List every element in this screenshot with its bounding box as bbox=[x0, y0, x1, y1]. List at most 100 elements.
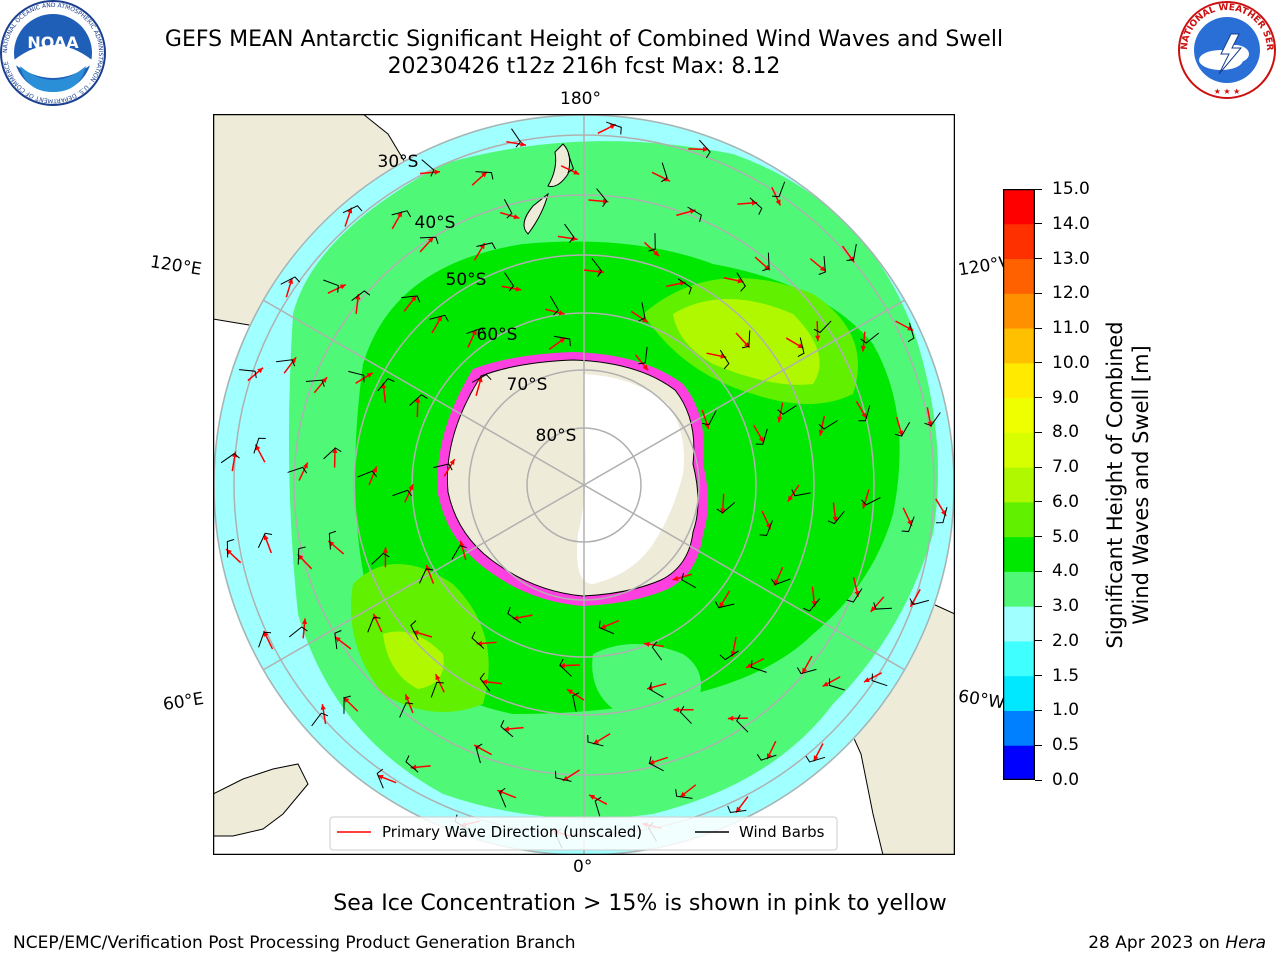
footer-date: 28 Apr 2023 on Hera bbox=[1088, 933, 1266, 953]
wind-barb bbox=[598, 620, 615, 635]
colorbar-tick-mark bbox=[1035, 744, 1042, 746]
colorbar-tick-mark bbox=[1035, 327, 1042, 329]
wave-direction-arrowhead bbox=[702, 146, 709, 152]
nws-logo: NATIONAL WEATHER SERVICE ★ ★ ★ bbox=[1175, 0, 1276, 99]
wave-direction-arrowhead bbox=[297, 554, 304, 561]
wave-direction-arrowhead bbox=[321, 377, 328, 384]
colorbar-tick-label: 5.0 bbox=[1052, 526, 1080, 547]
colorbar-tick-label: 7.0 bbox=[1052, 457, 1080, 478]
wave-direction-arrowhead bbox=[593, 739, 600, 745]
wind-barb bbox=[901, 516, 915, 533]
footer-credit: NCEP/EMC/Verification Post Processing Pr… bbox=[13, 933, 576, 953]
lon-label-120e: 120°E bbox=[148, 252, 203, 280]
lat-label-50s: 50°S bbox=[446, 270, 487, 290]
wave-direction-arrowhead bbox=[415, 397, 421, 403]
wave-direction-arrowhead bbox=[257, 367, 264, 374]
lon-label-180: 180° bbox=[560, 89, 601, 109]
wind-barb bbox=[648, 233, 656, 252]
wave-direction-arrowhead bbox=[787, 495, 794, 502]
chart-subtitle: 20230426 t12z 216h fcst Max: 8.12 bbox=[387, 54, 781, 79]
wind-barb bbox=[418, 568, 434, 584]
wind-barb bbox=[719, 349, 730, 370]
wind-barb bbox=[587, 735, 604, 747]
colorbar-segment bbox=[1003, 501, 1035, 538]
wave-direction-arrowhead bbox=[559, 337, 566, 344]
wind-barb bbox=[596, 188, 608, 208]
wave-direction-arrowhead bbox=[476, 640, 483, 647]
wave-direction-arrowhead bbox=[758, 436, 764, 443]
wind-barb bbox=[860, 332, 880, 344]
colorbar-tick-mark bbox=[1035, 605, 1042, 607]
wind-barb bbox=[827, 510, 845, 525]
wind-barb bbox=[239, 369, 257, 379]
wind-barb bbox=[736, 714, 749, 733]
wind-barb bbox=[343, 695, 351, 714]
wind-barb bbox=[805, 755, 826, 763]
wind-barb bbox=[226, 539, 235, 558]
lon-label-60e: 60°E bbox=[161, 688, 206, 716]
wind-barb bbox=[756, 754, 777, 761]
wave-direction-arrowhead bbox=[503, 726, 510, 732]
wave-direction-arrowhead bbox=[775, 199, 781, 206]
colorbar-tick-label: 13.0 bbox=[1052, 248, 1090, 269]
wind-barb bbox=[257, 532, 273, 548]
wave-direction-arrowhead bbox=[558, 310, 565, 316]
wind-barb bbox=[803, 598, 821, 612]
wave-direction-arrowhead bbox=[861, 412, 867, 419]
colorbar-segment bbox=[1003, 432, 1035, 468]
wind-barb bbox=[716, 502, 736, 514]
colorbar-segment bbox=[1003, 536, 1035, 572]
colorbar-tick-label: 15.0 bbox=[1052, 179, 1090, 199]
wave-direction-arrowhead bbox=[813, 755, 819, 762]
wind-barb bbox=[759, 520, 773, 536]
colorbar-tick-mark bbox=[1035, 466, 1042, 468]
colorbar-segment bbox=[1003, 675, 1035, 711]
wave-direction-arrowhead bbox=[818, 429, 824, 436]
wind-barb bbox=[846, 243, 857, 261]
wind-barb bbox=[555, 770, 572, 782]
wave-direction-arrowhead bbox=[589, 794, 596, 800]
wind-barb bbox=[894, 421, 911, 437]
colorbar-tick-mark bbox=[1035, 675, 1042, 677]
colorbar-tick-mark bbox=[1035, 640, 1042, 642]
wave-direction-arrowhead bbox=[573, 169, 580, 175]
colorbar-tick-mark bbox=[1035, 779, 1042, 781]
lat-label-80s: 80°S bbox=[536, 426, 577, 446]
wind-barb bbox=[367, 616, 381, 633]
wave-direction-arrowhead bbox=[263, 534, 269, 541]
wind-barb bbox=[648, 756, 664, 772]
wind-barb bbox=[675, 789, 693, 799]
wave-direction-arrowhead bbox=[481, 679, 488, 685]
wave-direction-arrowhead bbox=[672, 575, 679, 581]
lat-label-30s: 30°S bbox=[378, 152, 419, 172]
wind-barb bbox=[371, 552, 390, 565]
wind-barb bbox=[572, 692, 580, 712]
wind-barb bbox=[861, 497, 881, 506]
wave-direction-arrowhead bbox=[559, 662, 566, 669]
wind-barb bbox=[507, 606, 522, 624]
sea-ice-note: Sea Ice Concentration > 15% is shown in … bbox=[333, 891, 947, 916]
wind-barb bbox=[297, 546, 306, 565]
colorbar-tick-label: 8.0 bbox=[1052, 422, 1080, 443]
wave-direction-arrowhead bbox=[609, 124, 616, 130]
polar-map: 30°S 40°S 50°S 60°S 70°S 80°S Primary Wa… bbox=[213, 114, 955, 855]
wind-barb bbox=[433, 463, 453, 471]
lat-label-70s: 70°S bbox=[507, 375, 548, 395]
wave-direction-arrowhead bbox=[343, 697, 350, 703]
wind-barb bbox=[323, 279, 339, 293]
wind-barb bbox=[328, 530, 337, 550]
wind-barb bbox=[755, 428, 768, 445]
colorbar-tick-mark bbox=[1035, 362, 1042, 364]
wind-barb bbox=[430, 681, 444, 698]
vector-layer bbox=[220, 121, 948, 849]
wave-direction-arrowhead bbox=[602, 198, 609, 204]
wind-barb bbox=[553, 335, 571, 347]
wave-direction-arrowhead bbox=[515, 286, 522, 292]
wave-direction-arrowhead bbox=[512, 615, 519, 621]
wave-direction-arrowhead bbox=[797, 343, 804, 349]
wave-direction-arrowhead bbox=[372, 466, 377, 473]
wave-direction-arrowhead bbox=[481, 171, 488, 178]
wind-barb bbox=[392, 489, 413, 497]
map-legend: Primary Wave Direction (unscaled) Wind B… bbox=[329, 816, 838, 851]
wind-barb bbox=[409, 394, 428, 406]
